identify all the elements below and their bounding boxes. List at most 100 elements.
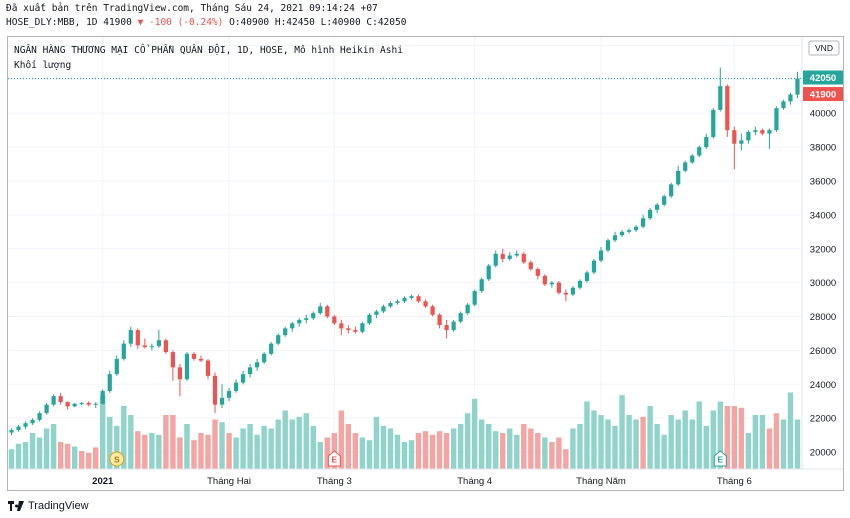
candle-body: [725, 86, 730, 131]
volume-bar: [640, 416, 646, 469]
price-tag-label: 41900: [810, 90, 836, 101]
volume-bar: [556, 437, 562, 469]
candle-body: [591, 260, 597, 273]
candle-body: [563, 292, 569, 295]
price-tag: [803, 70, 843, 85]
candle-body: [465, 304, 470, 314]
candle-body: [325, 306, 330, 317]
volume-bar: [289, 419, 295, 469]
volume-bar: [71, 446, 78, 469]
candle-body: [437, 314, 442, 325]
volume-bar: [366, 440, 373, 469]
volume-bar: [149, 433, 155, 469]
candle-body: [72, 403, 77, 407]
tradingview-logo[interactable]: TradingView: [8, 500, 89, 512]
volume-bar: [338, 410, 345, 469]
candle-body: [346, 328, 351, 331]
chart-frame[interactable]: 20000 22000 24000 26000 28000 30000 32000 34000…: [7, 36, 844, 491]
candle-body: [655, 204, 660, 210]
volume-bar: [15, 443, 22, 469]
volume-bar: [359, 437, 366, 469]
volume-bar: [177, 437, 183, 469]
volume-bar: [794, 419, 801, 469]
candle-body: [746, 131, 751, 141]
candle-body: [577, 280, 583, 288]
candle-body: [458, 313, 463, 322]
volume-bar: [514, 434, 520, 469]
candle-body: [388, 302, 393, 307]
volume-bar: [121, 406, 127, 469]
volume-bar: [387, 428, 394, 469]
volume-bar: [661, 434, 667, 469]
candle-body: [219, 397, 225, 405]
volume-bar: [429, 434, 436, 469]
candle-body: [339, 323, 344, 329]
candle-body: [381, 306, 386, 312]
volume-bar: [457, 424, 464, 469]
candle-body: [16, 426, 21, 431]
candle-body: [23, 423, 28, 427]
candle-body: [619, 231, 625, 236]
volume-bar: [373, 416, 380, 469]
volume-bar: [282, 410, 288, 469]
volume-bar: [93, 447, 99, 469]
candle-body: [549, 282, 554, 285]
volume-bar: [100, 395, 106, 469]
volume-bar: [275, 419, 281, 469]
y-tick-label: 40000: [810, 109, 836, 120]
candle-body: [156, 340, 161, 347]
candle-body: [409, 296, 414, 298]
candle-body: [542, 275, 547, 285]
volume-bar: [598, 415, 604, 469]
price-tag: [803, 87, 843, 102]
event-label: E: [331, 455, 337, 465]
volume-bar: [78, 451, 85, 469]
volume-bar: [163, 415, 169, 469]
volume-bar: [493, 431, 499, 469]
event-label: S: [114, 455, 120, 465]
volume-bar: [135, 431, 141, 469]
candle-body: [430, 306, 435, 315]
candle-body: [711, 109, 716, 137]
y-tick-label: 28000: [810, 312, 836, 323]
candle-body: [262, 353, 267, 363]
volume-bar: [303, 413, 309, 469]
candle-body: [142, 345, 147, 348]
volume-bar: [64, 443, 71, 469]
volume-bar: [668, 415, 674, 469]
volume-bar: [226, 433, 232, 469]
candle-body: [633, 226, 639, 231]
x-tick-label: Tháng Hai: [207, 476, 251, 487]
price-tag-label: 42050: [810, 73, 836, 84]
candle-body: [774, 108, 779, 131]
x-tick-label: Tháng 3: [317, 476, 352, 487]
volume-bar: [647, 406, 653, 469]
price-chart[interactable]: 20000 22000 24000 26000 28000 30000 32000 34000…: [8, 37, 843, 490]
volume-bar: [408, 440, 415, 469]
volume-bar: [142, 434, 148, 469]
volume-bar: [57, 442, 64, 469]
volume-bar: [542, 437, 548, 469]
candle-body: [669, 184, 674, 197]
candle-body: [79, 402, 84, 404]
volume-bar: [486, 424, 492, 469]
volume-bar: [401, 442, 408, 469]
candle-body: [535, 269, 540, 276]
volume-bar: [29, 433, 36, 469]
candle-body: [255, 362, 260, 368]
candle-body: [283, 328, 288, 336]
candle-body: [198, 358, 204, 361]
candle-body: [100, 391, 105, 404]
tradingview-logo-icon: [8, 501, 24, 511]
volume-bar: [731, 406, 738, 469]
candle-body: [65, 402, 70, 407]
y-tick-label: 34000: [810, 210, 836, 221]
candle-body: [781, 101, 786, 109]
candle-body: [93, 403, 98, 405]
volume-bar: [43, 428, 50, 469]
y-tick-label: 32000: [810, 244, 836, 255]
candle-body: [205, 360, 211, 376]
candle-body: [732, 130, 737, 144]
volume-label: Khối lượng: [14, 60, 72, 71]
candle-body: [486, 265, 491, 280]
